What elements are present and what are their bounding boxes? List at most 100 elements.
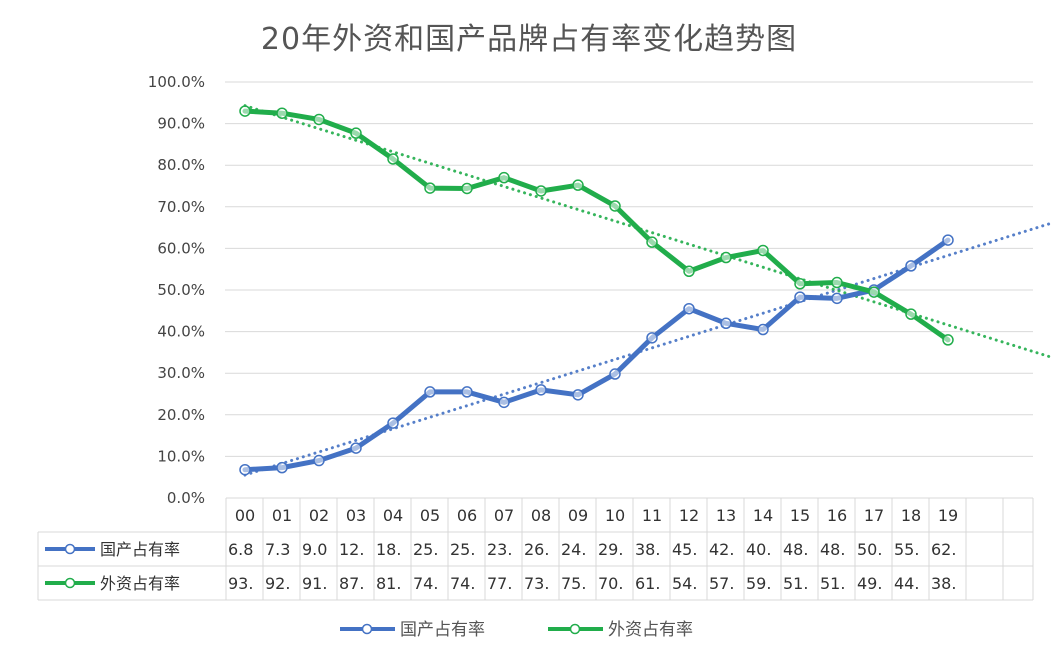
table-cell: 38. [635, 540, 660, 559]
table-cell: 38. [931, 574, 956, 593]
data-point [572, 179, 584, 191]
table-cell: 74. [450, 574, 475, 593]
table-cell: 91. [302, 574, 327, 593]
table-cell: 44. [894, 574, 919, 593]
table-cell: 6.8 [228, 540, 253, 559]
y-tick-label: 100.0% [148, 73, 205, 91]
data-point [350, 127, 362, 139]
table-cell: 55. [894, 540, 919, 559]
data-point [646, 236, 658, 248]
table-cell: 49. [857, 574, 882, 593]
category-label: 05 [420, 506, 440, 525]
chart-title: 20年外资和国产品牌占有率变化趋势图 [260, 22, 798, 57]
category-label: 19 [938, 506, 958, 525]
table-cell: 73. [524, 574, 549, 593]
table-cell: 59. [746, 574, 771, 593]
y-tick-label: 30.0% [157, 364, 205, 382]
y-tick-label: 0.0% [167, 489, 205, 507]
legend-marker [569, 623, 581, 635]
data-point [609, 368, 621, 380]
y-tick-label: 70.0% [157, 198, 205, 216]
data-point [424, 182, 436, 194]
table-cell: 40. [746, 540, 771, 559]
table-cell: 18. [376, 540, 401, 559]
data-point [720, 317, 732, 330]
table-cell: 62. [931, 540, 956, 559]
category-label: 02 [309, 506, 329, 525]
data-point [942, 334, 954, 346]
data-point [868, 286, 880, 298]
table-cell: 48. [820, 540, 845, 559]
data-point [572, 389, 584, 401]
table-cell: 12. [339, 540, 364, 559]
data-point [794, 291, 806, 303]
data-point [313, 113, 325, 126]
category-label: 18 [901, 506, 921, 525]
data-point [683, 265, 695, 278]
table-legend-marker [64, 577, 76, 589]
y-tick-label: 10.0% [157, 447, 205, 465]
legend-label: 外资占有率 [608, 620, 693, 640]
category-label: 10 [605, 506, 625, 525]
table-cell: 24. [561, 540, 586, 559]
data-point [646, 332, 658, 344]
y-tick-label: 20.0% [157, 406, 205, 424]
data-point [498, 396, 510, 409]
series-line [242, 237, 951, 473]
table-cell: 23. [487, 540, 512, 559]
y-tick-label: 80.0% [157, 156, 205, 174]
series-line [242, 108, 951, 343]
data-point [609, 200, 621, 212]
data-point [683, 302, 695, 315]
table-cell: 26. [524, 540, 549, 559]
data-point [794, 278, 806, 290]
category-label: 17 [864, 506, 884, 525]
data-point [942, 234, 954, 246]
data-point [905, 260, 917, 272]
grid-lines [225, 81, 1033, 457]
category-label: 06 [457, 506, 477, 525]
table-cell: 48. [783, 540, 808, 559]
category-label: 16 [827, 506, 847, 525]
table-cell: 77. [487, 574, 512, 593]
table-cell: 7.3 [265, 540, 290, 559]
legend-label: 国产占有率 [400, 620, 485, 640]
legend-marker [361, 623, 373, 635]
table-cell: 75. [561, 574, 586, 593]
trendline [243, 104, 1054, 359]
table-cell: 42. [709, 540, 734, 559]
table-cell: 25. [450, 540, 475, 559]
table-cell: 54. [672, 574, 697, 593]
category-label: 00 [235, 506, 255, 525]
legend: 国产占有率 外资占有率 [340, 620, 693, 640]
table-cell: 70. [598, 574, 623, 593]
table-cell: 92. [265, 574, 290, 593]
table-cell: 50. [857, 540, 882, 559]
data-point [276, 107, 288, 119]
category-label: 01 [272, 506, 292, 525]
table-cell: 87. [339, 574, 364, 593]
data-point [535, 384, 547, 396]
y-tick-label: 60.0% [157, 239, 205, 257]
category-label: 07 [494, 506, 514, 525]
table-cell: 29. [598, 540, 623, 559]
data-point [757, 323, 769, 336]
category-label: 11 [642, 506, 662, 525]
table-legend-marker [64, 543, 76, 555]
data-point [350, 442, 362, 454]
data-point [720, 251, 732, 264]
table-cell: 51. [820, 574, 845, 593]
data-point [461, 182, 473, 195]
data-point [831, 276, 843, 289]
category-label: 14 [753, 506, 773, 525]
data-point [387, 153, 399, 165]
category-label: 15 [790, 506, 810, 525]
table-series-name: 外资占有率 [100, 574, 180, 593]
data-point [498, 171, 510, 184]
table-cell: 61. [635, 574, 660, 593]
data-table: 00 01 02 03 04 05 06 07 08 09 10 11 12 13 14 15 16 17 18 19… [37, 497, 1034, 601]
category-label: 03 [346, 506, 366, 525]
data-point [239, 105, 251, 117]
y-tick-label: 90.0% [157, 115, 205, 133]
table-cell: 93. [228, 574, 253, 593]
